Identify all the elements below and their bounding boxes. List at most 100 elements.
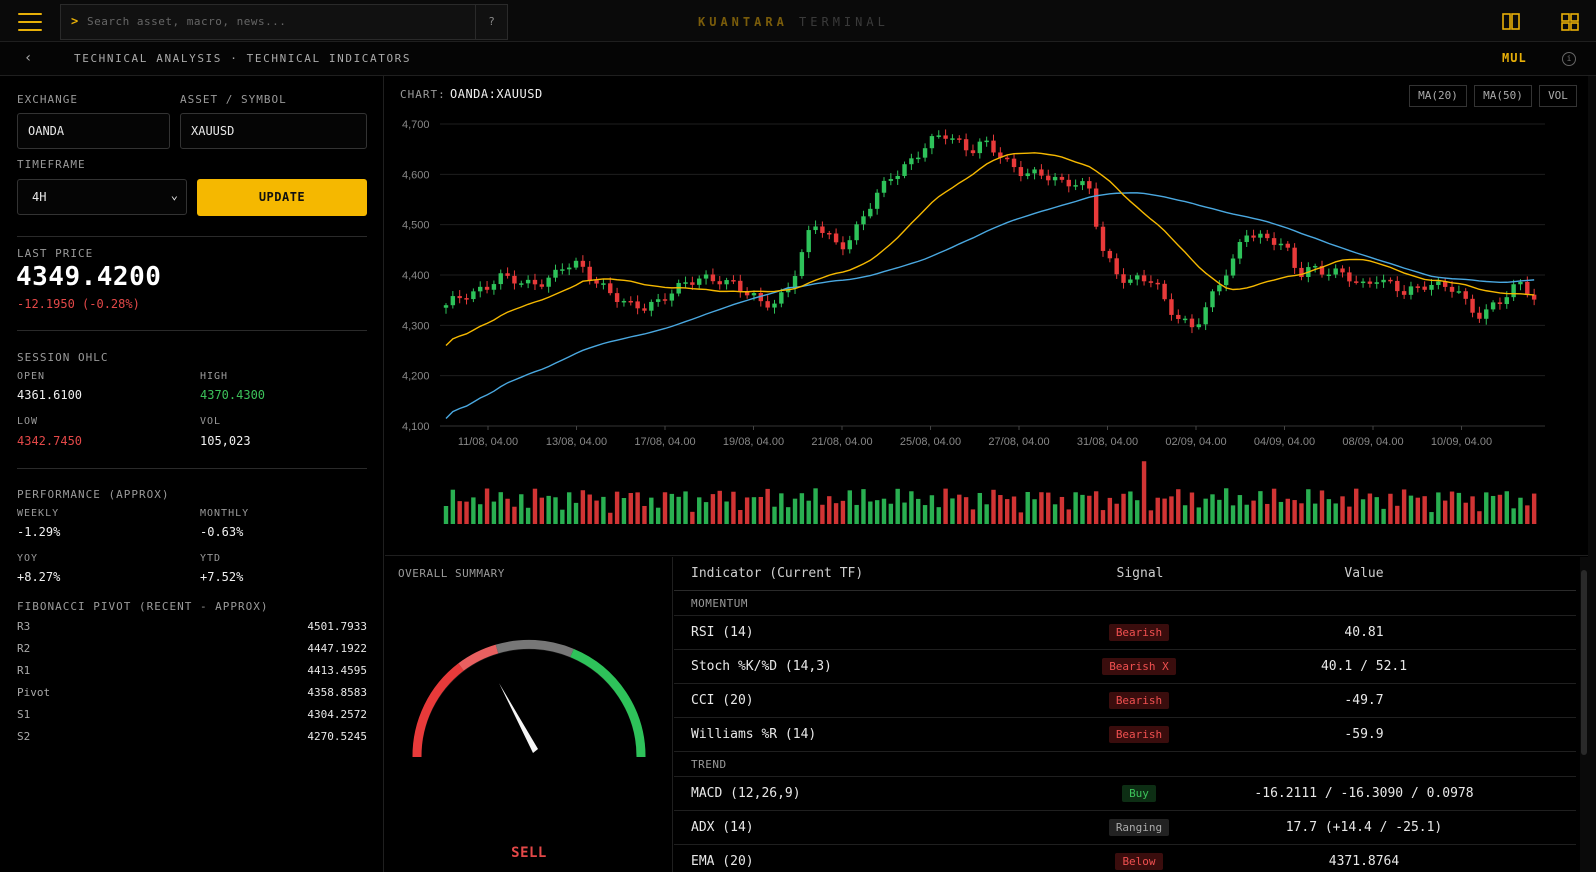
volume-bar (1504, 491, 1509, 524)
pivot-value: 4304.2572 (307, 708, 367, 721)
volume-bar (464, 501, 469, 524)
split-view-icon[interactable] (1502, 13, 1520, 30)
candle-body (1018, 167, 1024, 177)
search-input[interactable]: Search asset, macro, news... (87, 15, 287, 28)
candle-body (1066, 179, 1071, 187)
volume-bar (614, 491, 620, 524)
menu-icon[interactable] (18, 13, 42, 31)
volume-bar (1381, 508, 1386, 524)
left-panel: EXCHANGE ASSET / SYMBOL OANDA XAUUSD TIM… (0, 76, 384, 872)
volume-bar (697, 497, 702, 524)
ma50-toggle[interactable]: MA(50) (1474, 85, 1532, 107)
volume-bar (1251, 500, 1256, 524)
volume-bar (594, 500, 599, 524)
mode-badge[interactable]: MUL (1502, 51, 1527, 65)
volume-bar (601, 496, 606, 524)
info-icon[interactable]: i (1562, 52, 1576, 66)
volume-bar (758, 496, 764, 524)
page-scrollbar[interactable] (1588, 76, 1596, 872)
divider (17, 330, 367, 331)
volume-bar (532, 488, 538, 524)
table-scroll-thumb[interactable] (1581, 570, 1587, 755)
volume-bar (936, 507, 941, 524)
volume-bar (765, 488, 770, 524)
grid-view-icon[interactable] (1561, 13, 1579, 31)
candle-body (703, 274, 709, 279)
candle-body (1463, 291, 1468, 299)
volume-bar (457, 501, 462, 524)
yoy-label: YOY (17, 553, 39, 564)
timeframe-select[interactable]: 4H ⌄ (17, 179, 187, 215)
candle-body (991, 140, 996, 153)
exchange-field[interactable]: OANDA (17, 113, 170, 149)
volume-bar (874, 500, 880, 524)
indicator-signal: Bearish (1094, 726, 1184, 743)
indicator-name: Williams %R (14) (691, 727, 817, 742)
indicator-value: -16.2111 / -16.3090 / 0.0978 (1254, 786, 1474, 801)
table-row[interactable]: CCI (20) Bearish -49.7 (674, 685, 1576, 718)
volume-bar (1080, 494, 1085, 524)
high-value: 4370.4300 (200, 388, 266, 402)
volume-bar (984, 504, 989, 524)
indicator-signal: Buy (1094, 785, 1184, 802)
update-button[interactable]: UPDATE (197, 179, 367, 216)
performance-title: PERFORMANCE (APPROX) (17, 488, 170, 501)
candle-body (553, 269, 558, 278)
volume-bar (1463, 502, 1468, 524)
table-row[interactable]: Stoch %K/%D (14,3) Bearish X 40.1 / 52.1 (674, 651, 1576, 684)
symbol-label: ASSET / SYMBOL (180, 93, 287, 106)
candle-body (833, 233, 839, 243)
back-button[interactable]: ‹ (24, 50, 33, 66)
table-row[interactable]: RSI (14) Bearish 40.81 (674, 617, 1576, 650)
table-row[interactable]: ADX (14) Ranging 17.7 (+14.4 / -25.1) (674, 812, 1576, 845)
high-label: HIGH (200, 371, 229, 382)
candle-body (683, 282, 688, 284)
candle-body (998, 152, 1003, 158)
candle-body (874, 192, 880, 209)
volume-bar (1306, 489, 1311, 524)
candle-body (621, 300, 627, 303)
volume-bar (1477, 511, 1482, 524)
weekly-value: -1.29% (17, 525, 61, 539)
volume-bar (662, 492, 668, 524)
symbol-field[interactable]: XAUUSD (180, 113, 367, 149)
volume-bar (1210, 494, 1215, 524)
x-tick-label: 19/08, 04.00 (723, 436, 784, 448)
table-row[interactable]: Williams %R (14) Bearish -59.9 (674, 719, 1576, 752)
x-tick-label: 10/09, 04.00 (1431, 436, 1492, 448)
candle-body (1395, 280, 1400, 292)
vol-toggle[interactable]: VOL (1539, 85, 1577, 107)
chevron-down-icon: ⌄ (170, 188, 178, 202)
candle-body (1121, 274, 1126, 283)
candle-body (1518, 281, 1523, 285)
breadcrumb: TECHNICAL ANALYSIS · TECHNICAL INDICATOR… (74, 52, 412, 65)
volume-bar (505, 498, 510, 524)
table-row[interactable]: MACD (12,26,9) Buy -16.2111 / -16.3090 /… (674, 778, 1576, 811)
candle-body (443, 305, 449, 308)
volume-bar (1203, 498, 1208, 524)
indicators-table: Indicator (Current TF) Signal Value MOME… (674, 557, 1576, 872)
candle-body (498, 273, 503, 285)
search-box[interactable]: > Search asset, macro, news... ? (60, 4, 508, 40)
candle-body (1182, 318, 1188, 321)
volume-bar (484, 488, 490, 524)
volume-bar (854, 504, 859, 524)
help-button[interactable]: ? (475, 5, 507, 39)
volume-bar (676, 496, 681, 524)
volume-bar (717, 490, 722, 524)
volume-bar (1401, 489, 1407, 524)
sub-bar: ‹ TECHNICAL ANALYSIS · TECHNICAL INDICAT… (0, 42, 1596, 76)
candle-body (1148, 281, 1154, 283)
candle-body (1162, 283, 1167, 300)
candle-body (1333, 268, 1338, 275)
monthly-value: -0.63% (200, 525, 244, 539)
header-indicator: Indicator (Current TF) (691, 566, 864, 581)
ma20-toggle[interactable]: MA(20) (1409, 85, 1467, 107)
price-chart[interactable]: 4,700 4,600 4,500 4,400 4,300 4,200 4,100 11/08… (385, 116, 1585, 556)
signal-badge: Ranging (1108, 819, 1170, 836)
x-tick-label: 31/08, 04.00 (1077, 436, 1138, 448)
table-row[interactable]: EMA (20) Below 4371.8764 (674, 846, 1576, 872)
candle-body (888, 179, 894, 181)
ytd-label: YTD (200, 553, 222, 564)
candle-body (1107, 250, 1113, 259)
